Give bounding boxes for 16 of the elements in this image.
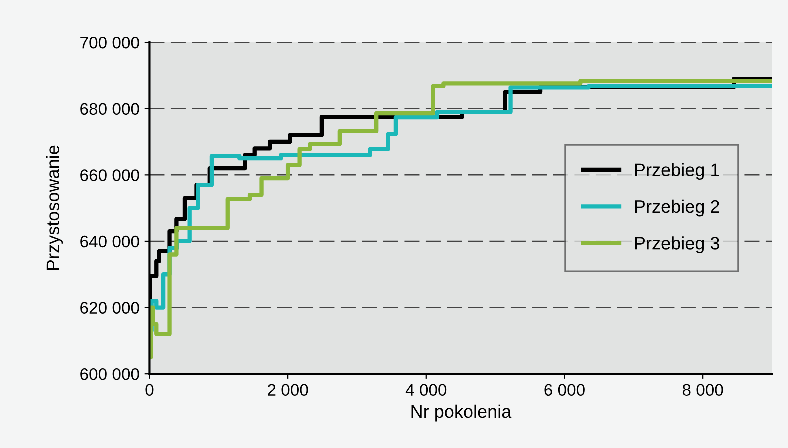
legend-label: Przebieg 2: [635, 200, 720, 217]
y-tick-label: 660 000: [80, 170, 140, 182]
x-tick-label: 4 000: [406, 384, 447, 396]
x-tick-label: 2 000: [268, 384, 308, 396]
x-tick-label: 8 000: [682, 384, 724, 396]
y-tick-label: 640 000: [80, 236, 140, 248]
y-axis-title: Przystosowanie: [46, 146, 64, 270]
x-axis-title: Nr pokolenia: [412, 404, 512, 422]
y-tick-label: 700 000: [80, 36, 140, 49]
legend-label: Przebieg 1: [635, 163, 720, 180]
x-tick-label: 6 000: [544, 384, 585, 396]
x-tick-label: 0: [146, 384, 154, 396]
legend-label: Przebieg 3: [635, 236, 720, 254]
y-tick-label: 680 000: [80, 103, 140, 116]
y-tick-label: 620 000: [80, 302, 140, 314]
y-tick-label: 600 000: [80, 368, 140, 380]
